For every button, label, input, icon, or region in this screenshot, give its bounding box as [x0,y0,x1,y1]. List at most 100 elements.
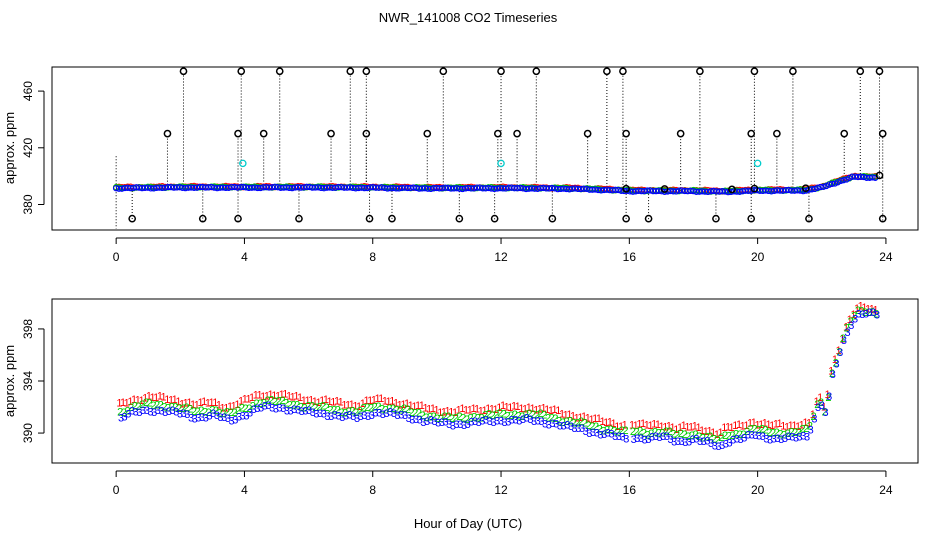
top-point-series-3 [491,185,498,193]
bottom-point-series-2: 2 [693,429,699,441]
bottom-point-series-1: 1 [153,392,159,404]
bottom-point-series-1: 1 [319,395,325,407]
bottom-point-series-2: 2 [763,424,769,436]
bottom-point-series-3: 3 [450,421,456,433]
bottom-point-series-2: 2 [331,404,337,416]
top-point-series-3 [361,184,368,192]
bottom-point-series-1: 1 [725,422,731,434]
bottom-point-series-3: 3 [236,412,242,424]
top-point-series-3 [294,184,302,191]
top-point-series-3 [485,184,492,192]
bottom-point-series-3: 3 [553,419,559,431]
bottom-point-series-1: 1 [566,409,572,421]
bottom-point-series-3: 3 [752,430,758,442]
top-point-series-3 [245,184,253,192]
top-point-series-3 [442,184,449,191]
bottom-point-series-2: 2 [563,416,569,428]
top-point-series-3 [704,188,712,196]
top-outlier-point [622,214,630,223]
bottom-point-series-1: 1 [732,420,738,432]
bottom-point-series-1: 1 [452,407,458,419]
bottom-point-series-3: 3 [457,419,463,431]
bottom-point-series-1: 1 [681,420,687,432]
top-point-series-3 [453,185,460,192]
bottom-point-series-3: 3 [538,416,544,428]
bottom-point-series-3: 3 [690,434,696,446]
bottom-point-series-1: 1 [279,389,285,401]
top-point-series-3 [791,187,798,194]
bottom-point-series-1: 1 [179,398,185,410]
top-point-series-3 [632,188,639,195]
bottom-point-series-3: 3 [546,419,552,431]
bottom-point-series-1: 1 [349,399,355,411]
bottom-point-series-1: 1 [611,418,617,430]
bottom-point-series-1: 1 [397,400,403,412]
bottom-point-series-2: 2 [346,406,352,418]
bottom-point-series-1: 1 [242,393,248,405]
bottom-point-series-3: 3 [549,418,555,430]
bottom-point-series-3: 3 [616,431,622,443]
bottom-point-series-2: 2 [283,397,289,409]
bottom-point-series-2: 2 [873,308,879,320]
bottom-point-series-1: 1 [201,396,207,408]
bottom-point-series-2: 2 [689,430,695,442]
top-point-series-3 [776,187,784,194]
bottom-point-series-1: 1 [603,417,609,429]
bottom-point-series-2: 2 [368,403,374,415]
bottom-point-series-1: 1 [142,392,148,404]
bottom-point-series-2: 2 [737,429,743,441]
bottom-point-series-2: 2 [390,403,396,415]
bottom-point-series-1: 1 [515,401,521,413]
top-outlier-point [455,214,464,223]
top-point-series-3 [857,173,865,180]
bottom-point-series-3: 3 [841,335,847,347]
bottom-point-series-3: 3 [712,441,718,453]
top-x-tick-label: 20 [751,250,765,264]
bottom-point-series-1: 1 [526,402,532,414]
top-point-series-3 [355,184,362,192]
bottom-point-series-2: 2 [718,432,724,444]
top-point-series-3 [147,185,154,192]
bottom-point-series-1: 1 [659,421,665,433]
bottom-point-series-3: 3 [837,347,843,359]
bottom-point-series-3: 3 [177,408,183,420]
bottom-point-series-3: 3 [778,434,784,446]
bottom-point-series-3: 3 [140,405,146,417]
top-point-series-3 [162,184,169,191]
bottom-point-series-3: 3 [442,417,448,429]
top-y-tick-label: 420 [21,137,35,157]
bottom-point-series-2: 2 [803,423,809,435]
bottom-point-series-3: 3 [513,414,519,426]
bottom-point-series-1: 1 [467,405,473,417]
bottom-point-series-1: 1 [234,399,240,411]
bottom-point-series-1: 1 [164,394,170,406]
bottom-point-series-3: 3 [697,436,703,448]
bottom-point-series-3: 3 [638,433,644,445]
bottom-point-series-1: 1 [135,395,141,407]
bottom-point-series-2: 2 [161,402,167,414]
bottom-point-series-2: 2 [375,401,381,413]
top-point-series-3 [635,187,642,194]
bottom-point-series-3: 3 [350,411,356,423]
bottom-point-series-3: 3 [454,419,460,431]
top-outlier-point [128,214,137,223]
top-point-series-3 [522,185,530,193]
bottom-point-series-1: 1 [441,407,447,419]
bottom-plot-frame [51,298,919,464]
bottom-point-series-2: 2 [508,410,514,422]
top-outlier-point [493,129,502,138]
bottom-point-series-2: 2 [124,406,130,418]
bottom-point-series-2: 2 [169,401,175,413]
top-point-series-3 [424,185,432,192]
bottom-point-series-2: 2 [479,412,485,424]
bottom-point-series-2: 2 [670,429,676,441]
bottom-point-series-2: 2 [261,397,267,409]
bottom-point-series-3: 3 [461,420,467,432]
bottom-point-series-3: 3 [369,410,375,422]
bottom-point-series-1: 1 [190,399,196,411]
bottom-point-series-1: 1 [777,418,783,430]
top-point-series-3 [814,184,821,191]
bottom-point-series-2: 2 [799,424,805,436]
top-point-series-3 [393,185,400,192]
bottom-point-series-1: 1 [175,396,181,408]
